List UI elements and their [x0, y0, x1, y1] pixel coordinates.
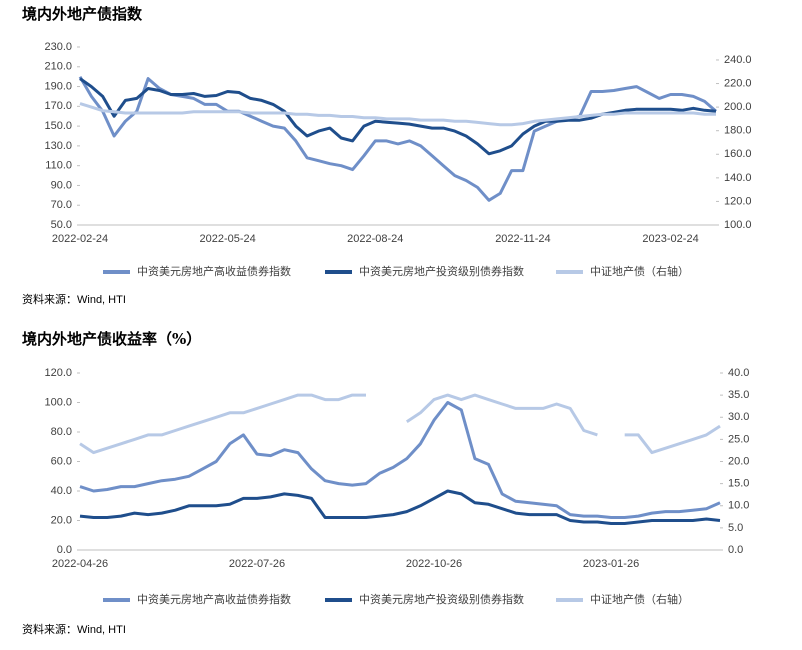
y-tick-label: 90.0	[51, 179, 72, 191]
x-tick-label: 2022-04-26	[52, 558, 108, 570]
y-tick-label: 110.0	[45, 160, 72, 172]
y-tick-label: 100.0	[44, 396, 72, 408]
chart-title: 境内外地产债指数	[22, 5, 143, 23]
y-tick-label: 40.0	[51, 485, 72, 497]
y-tick-label: 150.0	[44, 120, 72, 132]
y-tick-label: 60.0	[51, 455, 72, 467]
x-tick-label: 2022-07-26	[229, 558, 285, 570]
x-tick-label: 2022-10-26	[406, 558, 462, 570]
y-tick-label: 170.0	[44, 100, 72, 112]
x-tick-label: 2023-01-26	[583, 558, 639, 570]
y-tick-label: 130.0	[44, 140, 72, 152]
legend-label: 中资美元房地产投资级别债券指数	[359, 264, 524, 278]
series-line	[79, 393, 721, 455]
y2-tick-label: 140.0	[724, 172, 752, 184]
y-tick-label: 230.0	[44, 41, 72, 53]
source-note: 资料来源：Wind, HTI	[22, 622, 126, 636]
x-tick-label: 2022-08-24	[347, 233, 403, 245]
y2-tick-label: 160.0	[724, 148, 752, 160]
y-tick-label: 20.0	[51, 514, 72, 526]
y2-tick-label: 25.0	[728, 433, 749, 445]
y-tick-label: 210.0	[44, 61, 72, 73]
y-tick-label: 190.0	[44, 80, 72, 92]
y2-tick-label: 200.0	[724, 101, 752, 113]
legend-label: 中资美元房地产投资级别债券指数	[359, 592, 524, 606]
y-tick-label: 70.0	[51, 199, 72, 211]
x-tick-label: 2022-11-24	[495, 233, 550, 245]
series-line	[79, 489, 721, 525]
series-line	[79, 401, 721, 519]
y2-tick-label: 40.0	[728, 367, 749, 379]
legend-label: 中证地产债（右轴）	[590, 264, 689, 278]
y2-tick-label: 100.0	[724, 219, 752, 231]
chart-title: 境内外地产债收益率（%）	[22, 330, 201, 348]
y2-tick-label: 35.0	[728, 389, 749, 401]
x-tick-label: 2022-05-24	[200, 233, 256, 245]
legend-label: 中证地产债（右轴）	[590, 592, 689, 606]
y-tick-label: 50.0	[51, 219, 72, 231]
y2-tick-label: 10.0	[728, 500, 749, 512]
y-tick-label: 0.0	[57, 544, 72, 556]
y-tick-label: 120.0	[44, 367, 72, 379]
y2-tick-label: 220.0	[724, 77, 752, 89]
y2-tick-label: 0.0	[728, 544, 743, 556]
x-tick-label: 2023-02-24	[642, 233, 698, 245]
series-line	[78, 75, 717, 202]
y2-tick-label: 240.0	[724, 54, 752, 66]
y2-tick-label: 180.0	[724, 125, 752, 137]
legend-label: 中资美元房地产高收益债券指数	[137, 264, 291, 278]
x-tick-label: 2022-02-24	[52, 233, 108, 245]
y2-tick-label: 15.0	[728, 478, 749, 490]
series-line	[79, 102, 716, 127]
source-note: 资料来源：Wind, HTI	[22, 292, 126, 306]
y2-tick-label: 5.0	[728, 522, 743, 534]
y2-tick-label: 30.0	[728, 411, 749, 423]
y-tick-label: 80.0	[51, 426, 72, 438]
legend-label: 中资美元房地产高收益债券指数	[137, 592, 291, 606]
y2-tick-label: 120.0	[724, 195, 752, 207]
y2-tick-label: 20.0	[728, 455, 749, 467]
